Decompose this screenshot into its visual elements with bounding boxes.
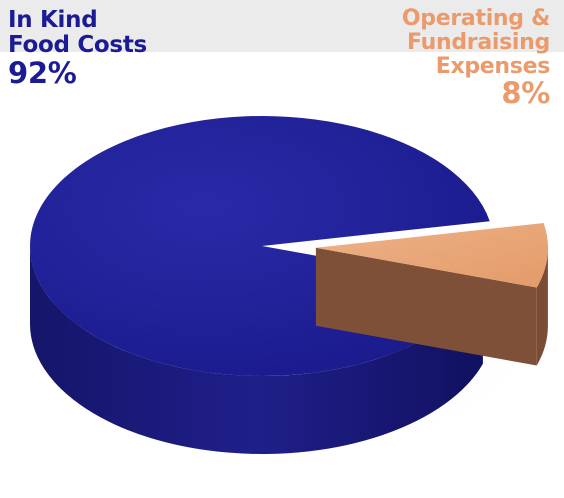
label-in-kind-line2: Food Costs: [8, 31, 147, 58]
slice-in-kind-side: [30, 246, 483, 455]
label-in-kind-percent: 92%: [8, 55, 77, 90]
label-operating-percent: 8%: [501, 76, 550, 111]
label-operating-line1: Operating &: [401, 6, 550, 31]
slice-operating-top: [315, 222, 548, 288]
label-in-kind-line1: In Kind: [8, 7, 98, 33]
label-operating-line3: Expenses: [435, 53, 551, 79]
header-band: [0, 0, 564, 52]
label-operating-line2: Fundraising: [407, 29, 550, 55]
slice-operating-side: [536, 247, 548, 366]
label-in-kind-food-costs: In Kind Food Costs 92%: [8, 8, 147, 89]
label-operating-fundraising-expenses: Operating & Fundraising Expenses 8%: [402, 7, 550, 110]
slice-operating-cut-face: [315, 247, 537, 366]
